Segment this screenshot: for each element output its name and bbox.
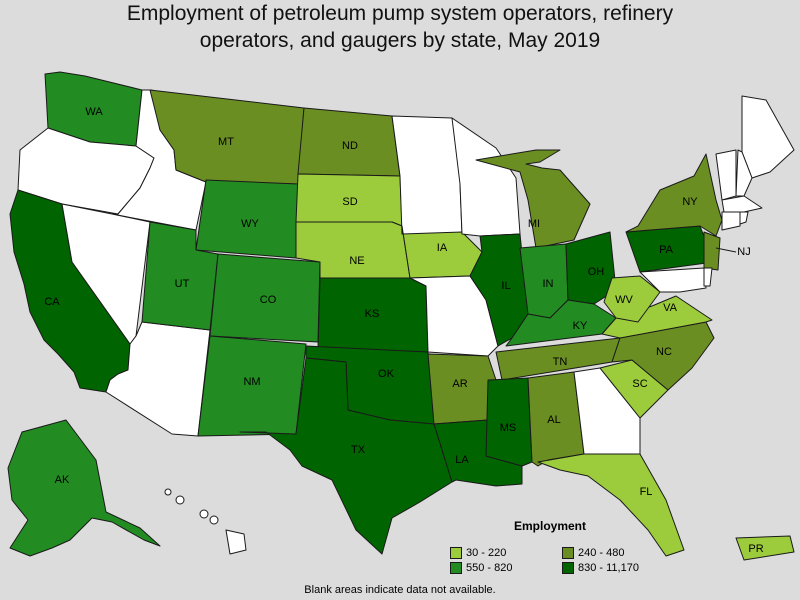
- legend-item-2: 240 - 480: [562, 546, 682, 559]
- state-label-co: CO: [260, 294, 277, 306]
- state-label-ar: AR: [452, 378, 467, 390]
- state-label-ia: IA: [437, 242, 448, 254]
- state-vt: [715, 149, 737, 201]
- hawaii-island-4: [209, 515, 219, 525]
- state-ak: [7, 419, 161, 557]
- legend-swatch-4: [562, 561, 574, 574]
- state-label-nc: NC: [656, 346, 672, 358]
- state-de: [703, 267, 713, 287]
- state-label-ny: NY: [682, 196, 698, 208]
- title-line-2: operators, and gaugers by state, May 201…: [199, 29, 601, 52]
- state-label-ky: KY: [573, 320, 588, 332]
- state-label-wv: WV: [615, 294, 633, 306]
- state-label-pr: PR: [748, 543, 763, 555]
- state-label-nm: NM: [243, 376, 260, 388]
- state-ms: [485, 377, 533, 467]
- state-ma: [721, 195, 763, 213]
- footnote: Blank areas indicate data not available.: [304, 584, 496, 596]
- state-pr: [735, 535, 795, 561]
- state-label-la: LA: [455, 454, 469, 466]
- state-label-il: IL: [501, 280, 510, 292]
- title-line-1: Employment of petroleum pump system oper…: [126, 2, 674, 25]
- legend-item-3: 550 - 820: [450, 561, 562, 574]
- state-label-ut: UT: [175, 278, 190, 290]
- state-label-in: IN: [543, 278, 554, 290]
- hawaii-island-1: [164, 488, 172, 496]
- state-label-oh: OH: [588, 266, 605, 278]
- legend-label-2: 240 - 480: [578, 546, 625, 559]
- state-label-tn: TN: [553, 356, 568, 368]
- state-label-wa: WA: [85, 106, 103, 118]
- legend-items: 30 - 220 240 - 480 550 - 820 830 - 11,17…: [450, 546, 690, 574]
- state-nj: [703, 231, 721, 271]
- legend-label-3: 550 - 820: [466, 561, 513, 574]
- legend-item-4: 830 - 11,170: [562, 561, 682, 574]
- state-label-tx: TX: [351, 444, 366, 456]
- state-label-va: VA: [663, 302, 678, 314]
- map-title: Employment of petroleum pump system oper…: [0, 0, 800, 54]
- state-hi: [225, 529, 247, 555]
- state-label-ak: AK: [55, 474, 70, 486]
- state-wi: [451, 117, 521, 237]
- state-me: [741, 95, 795, 179]
- hawaii-island-2: [175, 495, 185, 505]
- state-ga: [573, 367, 641, 455]
- state-label-mt: MT: [218, 136, 234, 148]
- state-oh: [565, 231, 617, 305]
- state-md: [639, 267, 707, 293]
- state-label-fl: FL: [640, 486, 653, 498]
- state-fl: [537, 453, 685, 557]
- state-label-ne: NE: [349, 255, 364, 267]
- hawaii-island-3: [199, 509, 209, 519]
- state-label-ca: CA: [44, 296, 60, 308]
- state-label-nj: NJ: [737, 246, 750, 258]
- state-ny: [625, 153, 723, 237]
- state-label-pa: PA: [659, 244, 674, 256]
- state-tx: [239, 357, 453, 555]
- state-label-sd: SD: [342, 196, 357, 208]
- state-label-al: AL: [547, 414, 560, 426]
- legend-label-1: 30 - 220: [466, 546, 507, 559]
- legend: Employment 30 - 220 240 - 480 550 - 820 …: [450, 519, 690, 574]
- legend-label-4: 830 - 11,170: [578, 561, 639, 574]
- state-mi: [475, 149, 591, 249]
- legend-item-1: 30 - 220: [450, 546, 562, 559]
- state-label-ks: KS: [365, 308, 380, 320]
- state-label-sc: SC: [632, 378, 647, 390]
- state-ky: [505, 299, 617, 347]
- nj-leader-line: [715, 247, 737, 253]
- state-label-ms: MS: [500, 422, 517, 434]
- legend-swatch-3: [450, 561, 462, 574]
- state-label-mi: MI: [528, 218, 540, 230]
- state-label-ok: OK: [378, 368, 395, 380]
- legend-swatch-1: [450, 546, 462, 559]
- legend-swatch-2: [562, 546, 574, 559]
- state-ct: [721, 211, 741, 231]
- state-label-nd: ND: [342, 140, 358, 152]
- state-ri: [739, 211, 749, 225]
- state-label-wy: WY: [241, 218, 259, 230]
- legend-title: Employment: [514, 519, 587, 533]
